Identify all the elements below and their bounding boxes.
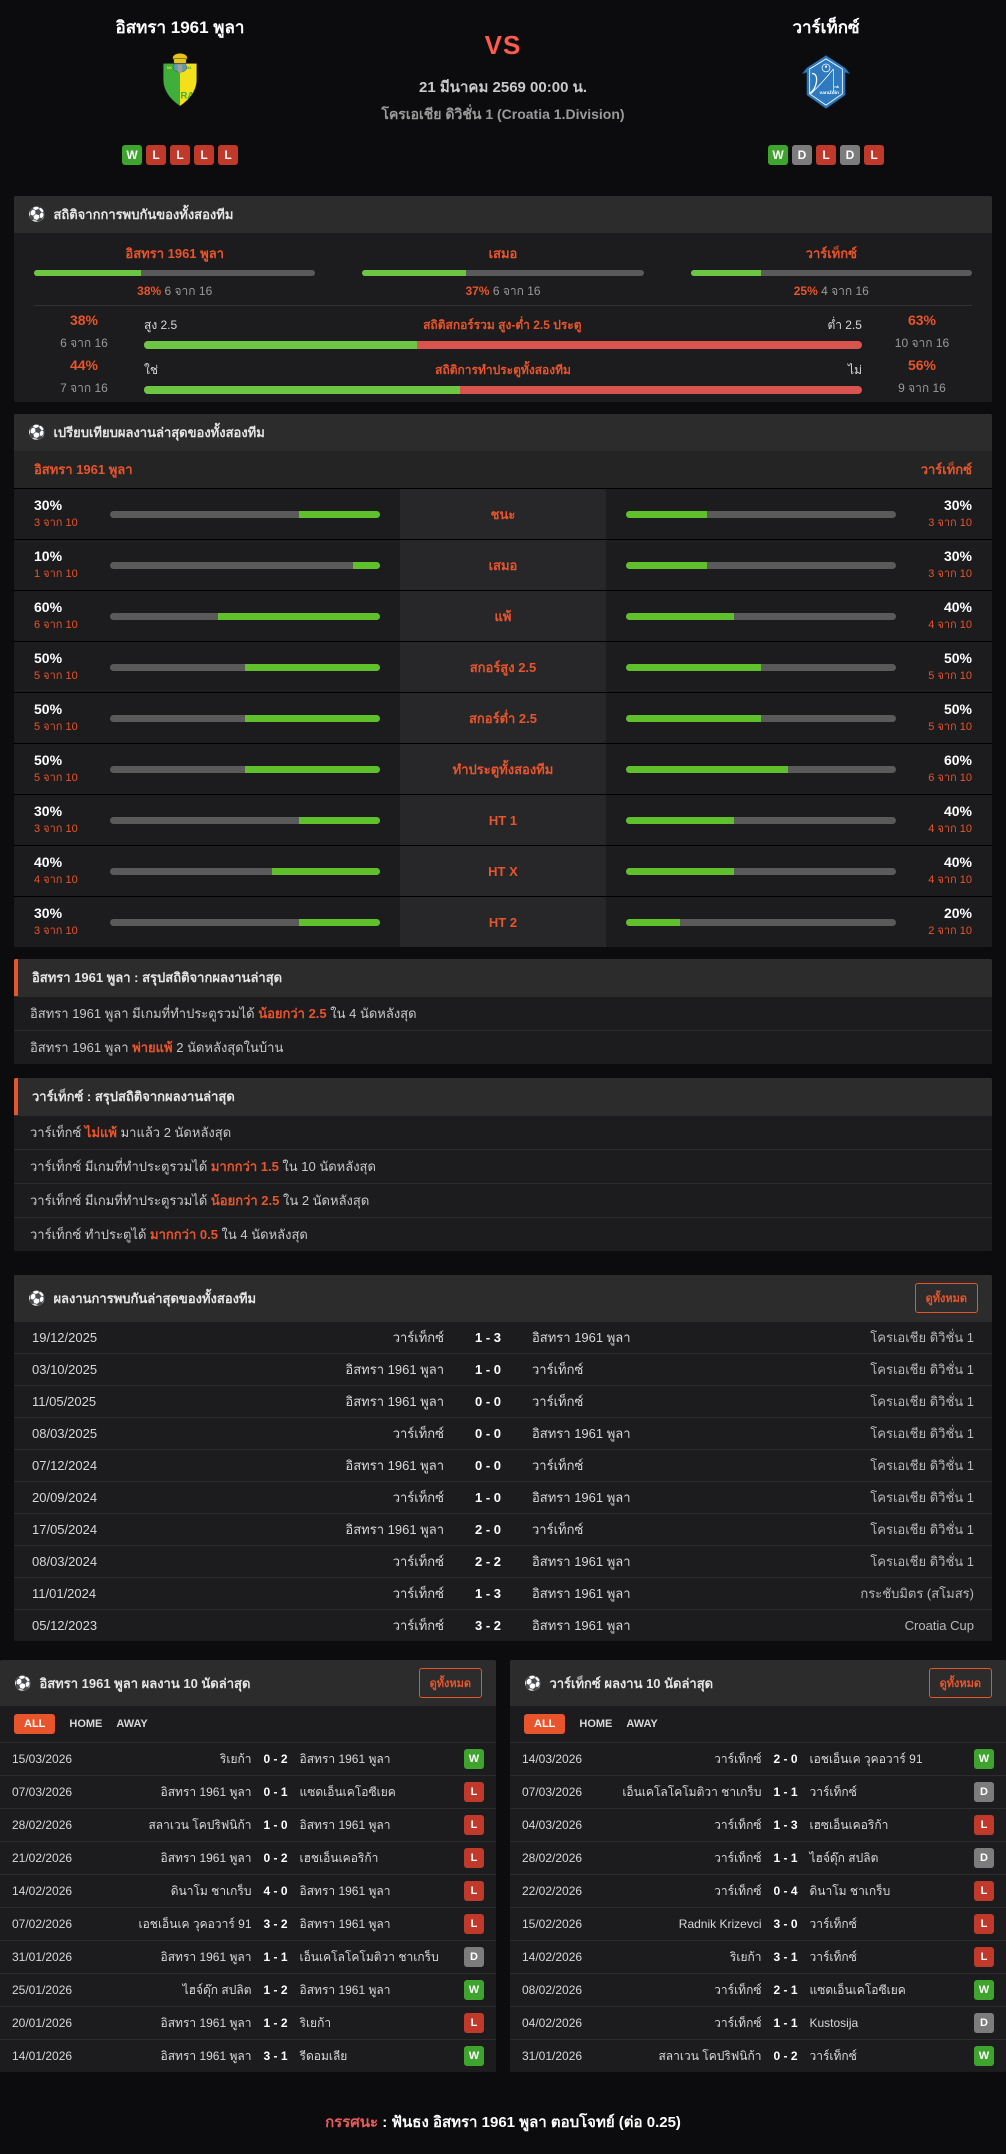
svg-text:varaždin: varaždin <box>820 90 839 96</box>
svg-text:NK: NK <box>167 66 172 70</box>
svg-text:nk: nk <box>834 84 839 89</box>
svg-text:ISTRA: ISTRA <box>166 90 195 101</box>
